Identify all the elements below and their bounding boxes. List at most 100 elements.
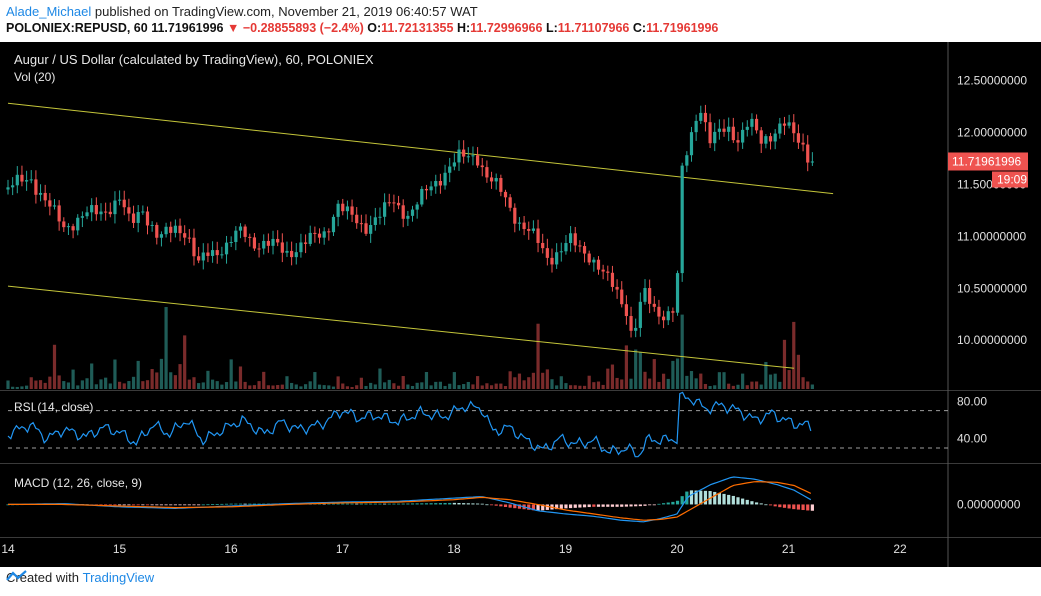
- macd-histogram-bar: [155, 504, 159, 506]
- volume-bar: [517, 373, 522, 389]
- macd-histogram-bar: [164, 504, 168, 506]
- macd-histogram-bar: [369, 503, 373, 505]
- candle-body: [685, 155, 689, 166]
- candle-body: [127, 207, 131, 214]
- volume-bar: [29, 377, 33, 389]
- volume-bar: [731, 385, 735, 389]
- macd-histogram-bar: [601, 504, 605, 507]
- macd-histogram-bar: [513, 504, 517, 509]
- macd-histogram-bar: [341, 503, 345, 505]
- candle-body: [136, 212, 140, 223]
- macd-histogram-bar: [331, 503, 336, 505]
- volume-bar: [178, 364, 182, 389]
- candle-body: [104, 211, 108, 213]
- volume-bars: [6, 307, 814, 389]
- candle-body: [443, 172, 447, 186]
- tradingview-brand-link[interactable]: TradingView: [82, 570, 155, 585]
- volume-bar: [24, 385, 29, 389]
- high-label: H:: [456, 21, 471, 35]
- candle-body: [238, 226, 243, 231]
- volume-bar: [62, 381, 66, 389]
- volume-bar: [155, 372, 159, 389]
- volume-bar: [108, 383, 112, 389]
- candle-body: [703, 112, 708, 123]
- macd-histogram-bar: [773, 504, 777, 507]
- candle-body: [215, 250, 219, 256]
- volume-bar: [90, 363, 94, 389]
- candle-body: [294, 252, 298, 258]
- volume-bar: [104, 377, 108, 389]
- volume-bar: [43, 382, 47, 389]
- candle-body: [541, 242, 545, 249]
- candle-body: [117, 199, 122, 201]
- candle-body: [592, 259, 596, 263]
- candle-body: [359, 223, 363, 225]
- volume-bar: [331, 386, 336, 389]
- macd-histogram-bar: [448, 502, 452, 505]
- candle-body: [113, 200, 117, 215]
- macd-histogram-bar: [806, 504, 810, 511]
- volume-bar: [438, 381, 443, 389]
- volume-bar: [443, 385, 447, 389]
- macd-histogram-bar: [113, 504, 117, 506]
- volume-bar: [173, 375, 177, 389]
- volume-bar: [150, 369, 154, 389]
- volume-bar: [666, 378, 670, 389]
- trendlines: [7, 102, 834, 369]
- candle-body: [466, 156, 470, 158]
- time-tick-label: 19: [559, 542, 573, 556]
- candle-body: [29, 179, 33, 181]
- macd-histogram-bar: [141, 504, 145, 506]
- macd-histogram-bar: [169, 504, 173, 506]
- last-price: 11.71961996: [151, 21, 224, 35]
- volume-bar: [787, 370, 791, 389]
- macd-histogram-bar: [606, 504, 610, 507]
- volume-bar: [652, 359, 656, 389]
- rsi-series-line: [7, 391, 812, 458]
- volume-bar: [578, 385, 582, 389]
- volume-bar: [66, 382, 71, 389]
- volume-bar: [480, 385, 484, 389]
- macd-histogram-bar: [127, 504, 131, 506]
- volume-bar: [276, 385, 280, 389]
- chart-area[interactable]: 12.50000000 12.00000000 11.50000000 11.0000…: [0, 42, 1041, 567]
- volume-bar: [564, 383, 568, 389]
- candle-body: [773, 133, 777, 142]
- macd-histogram-bar: [782, 504, 787, 508]
- macd-histogram-bar: [657, 503, 661, 505]
- volume-bar: [494, 383, 498, 389]
- macd-histogram-bar: [652, 504, 656, 506]
- volume-bar: [327, 385, 331, 389]
- macd-histogram-bar: [573, 504, 577, 508]
- volume-bar: [183, 335, 187, 389]
- macd-histogram-bar: [489, 504, 494, 506]
- candle-body: [550, 257, 554, 265]
- volume-bar: [224, 382, 229, 389]
- candle-body: [415, 204, 419, 210]
- macd-plot: [6, 476, 814, 523]
- volume-bar: [754, 381, 759, 389]
- volume-bar: [657, 381, 661, 389]
- publish-header: Alade_Michael published on TradingView.c…: [0, 0, 1041, 42]
- macd-histogram-bar: [364, 503, 368, 505]
- candle-body: [410, 209, 415, 216]
- volume-bar: [485, 383, 489, 389]
- macd-histogram-bar: [745, 499, 749, 505]
- volume-bar: [234, 381, 238, 389]
- volume-bar: [294, 384, 298, 389]
- macd-histogram-bar: [387, 503, 391, 505]
- candle-body: [764, 136, 768, 144]
- macd-histogram-bar: [731, 495, 735, 505]
- macd-histogram-bar: [145, 504, 150, 506]
- macd-histogram-bar: [671, 501, 675, 505]
- candle-body: [643, 288, 647, 302]
- chart-svg[interactable]: 12.5000000012.0000000011.5000000011.0000…: [0, 42, 1041, 567]
- volume-bar: [266, 385, 270, 389]
- volume-bar: [573, 385, 577, 389]
- volume-bar: [601, 384, 605, 389]
- volume-bar: [792, 321, 796, 389]
- candle-body: [183, 233, 187, 238]
- candle-body: [573, 233, 577, 246]
- macd-histogram-bar: [443, 502, 447, 505]
- author-link[interactable]: Alade_Michael: [6, 4, 92, 19]
